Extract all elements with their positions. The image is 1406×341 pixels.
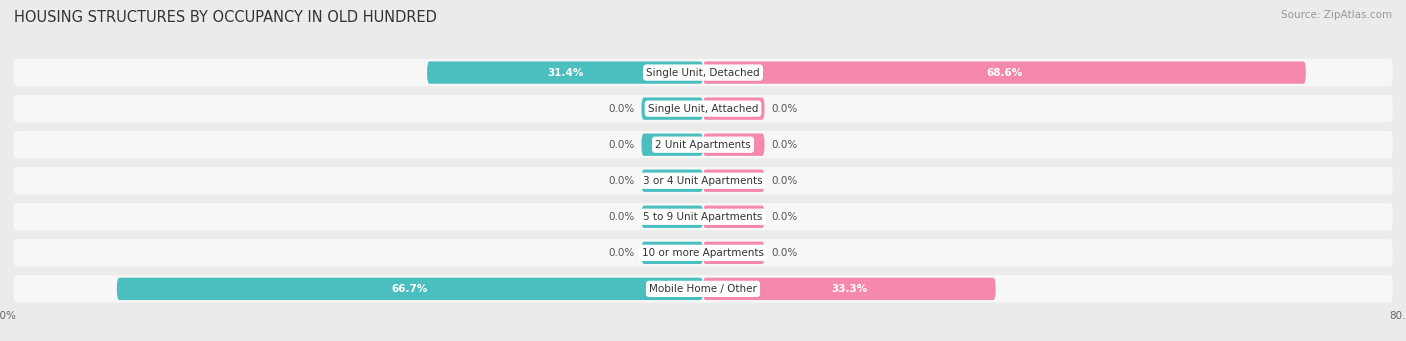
Text: 33.3%: 33.3% bbox=[831, 284, 868, 294]
Text: 0.0%: 0.0% bbox=[772, 248, 797, 258]
Text: 10 or more Apartments: 10 or more Apartments bbox=[643, 248, 763, 258]
Text: 0.0%: 0.0% bbox=[772, 176, 797, 186]
FancyBboxPatch shape bbox=[427, 61, 703, 84]
FancyBboxPatch shape bbox=[13, 167, 1393, 194]
FancyBboxPatch shape bbox=[13, 275, 1393, 302]
FancyBboxPatch shape bbox=[641, 242, 703, 264]
FancyBboxPatch shape bbox=[703, 169, 765, 192]
Text: Mobile Home / Other: Mobile Home / Other bbox=[650, 284, 756, 294]
FancyBboxPatch shape bbox=[641, 134, 703, 156]
FancyBboxPatch shape bbox=[641, 98, 703, 120]
Text: 31.4%: 31.4% bbox=[547, 68, 583, 78]
FancyBboxPatch shape bbox=[13, 131, 1393, 158]
Text: 0.0%: 0.0% bbox=[609, 104, 634, 114]
Text: 5 to 9 Unit Apartments: 5 to 9 Unit Apartments bbox=[644, 212, 762, 222]
Text: Single Unit, Attached: Single Unit, Attached bbox=[648, 104, 758, 114]
FancyBboxPatch shape bbox=[703, 61, 1306, 84]
FancyBboxPatch shape bbox=[641, 169, 703, 192]
FancyBboxPatch shape bbox=[703, 134, 765, 156]
Text: 66.7%: 66.7% bbox=[392, 284, 427, 294]
Text: Single Unit, Detached: Single Unit, Detached bbox=[647, 68, 759, 78]
FancyBboxPatch shape bbox=[641, 206, 703, 228]
Text: 3 or 4 Unit Apartments: 3 or 4 Unit Apartments bbox=[643, 176, 763, 186]
Text: 0.0%: 0.0% bbox=[609, 212, 634, 222]
Text: 68.6%: 68.6% bbox=[986, 68, 1022, 78]
Text: 0.0%: 0.0% bbox=[609, 140, 634, 150]
Text: 2 Unit Apartments: 2 Unit Apartments bbox=[655, 140, 751, 150]
FancyBboxPatch shape bbox=[13, 59, 1393, 86]
Text: HOUSING STRUCTURES BY OCCUPANCY IN OLD HUNDRED: HOUSING STRUCTURES BY OCCUPANCY IN OLD H… bbox=[14, 10, 437, 25]
FancyBboxPatch shape bbox=[13, 95, 1393, 122]
FancyBboxPatch shape bbox=[703, 206, 765, 228]
FancyBboxPatch shape bbox=[703, 278, 995, 300]
FancyBboxPatch shape bbox=[13, 239, 1393, 267]
FancyBboxPatch shape bbox=[117, 278, 703, 300]
Text: 0.0%: 0.0% bbox=[772, 212, 797, 222]
FancyBboxPatch shape bbox=[703, 98, 765, 120]
Text: 0.0%: 0.0% bbox=[772, 104, 797, 114]
Text: 0.0%: 0.0% bbox=[609, 248, 634, 258]
FancyBboxPatch shape bbox=[13, 203, 1393, 231]
Text: 0.0%: 0.0% bbox=[772, 140, 797, 150]
Text: Source: ZipAtlas.com: Source: ZipAtlas.com bbox=[1281, 10, 1392, 20]
Text: 0.0%: 0.0% bbox=[609, 176, 634, 186]
FancyBboxPatch shape bbox=[703, 242, 765, 264]
